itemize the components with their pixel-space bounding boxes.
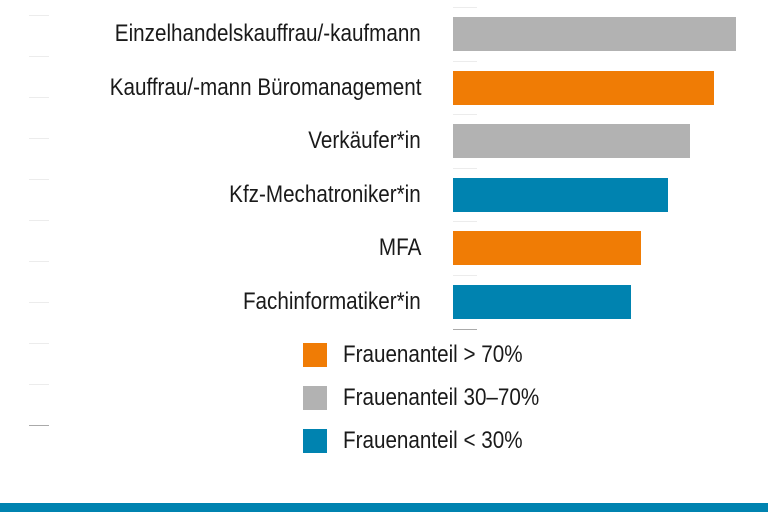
axis-tick xyxy=(29,302,49,303)
bar-mid xyxy=(453,17,736,51)
axis-tick xyxy=(29,220,49,221)
bar-mid xyxy=(453,124,690,158)
axis-tick xyxy=(29,15,49,16)
category-separator xyxy=(453,114,477,115)
category-label: Kfz-Mechatroniker*in xyxy=(229,181,421,208)
legend-swatch xyxy=(303,343,327,367)
category-label: Verkäufer*in xyxy=(308,127,421,154)
axis-tick xyxy=(29,343,49,344)
category-label: Einzelhandelskauffrau/-kaufmann xyxy=(115,20,421,47)
category-separator xyxy=(453,61,477,62)
category-separator xyxy=(453,168,477,169)
axis-tick xyxy=(29,384,49,385)
bar-low xyxy=(453,178,669,212)
legend-swatch xyxy=(303,386,327,410)
axis-tick xyxy=(29,138,49,139)
axis-tick xyxy=(29,425,49,426)
bar-low xyxy=(453,285,631,319)
axis-tick xyxy=(29,56,49,57)
category-separator xyxy=(453,221,477,222)
category-separator xyxy=(453,329,477,330)
category-separator xyxy=(453,7,477,8)
category-label: Fachinformatiker*in xyxy=(243,288,421,315)
category-separator xyxy=(453,275,477,276)
axis-tick xyxy=(29,97,49,98)
legend-label: Frauenanteil 30–70% xyxy=(343,384,540,411)
category-label: Kauffrau/-mann Büromanagement xyxy=(109,74,421,101)
legend-label: Frauenanteil < 30% xyxy=(343,427,523,454)
footer-band xyxy=(0,503,768,512)
legend-label: Frauenanteil > 70% xyxy=(343,341,523,368)
legend-swatch xyxy=(303,429,327,453)
axis-tick xyxy=(29,261,49,262)
category-label: MFA xyxy=(378,234,421,261)
axis-tick xyxy=(29,179,49,180)
bar-high xyxy=(453,71,714,105)
bar-high xyxy=(453,231,641,265)
